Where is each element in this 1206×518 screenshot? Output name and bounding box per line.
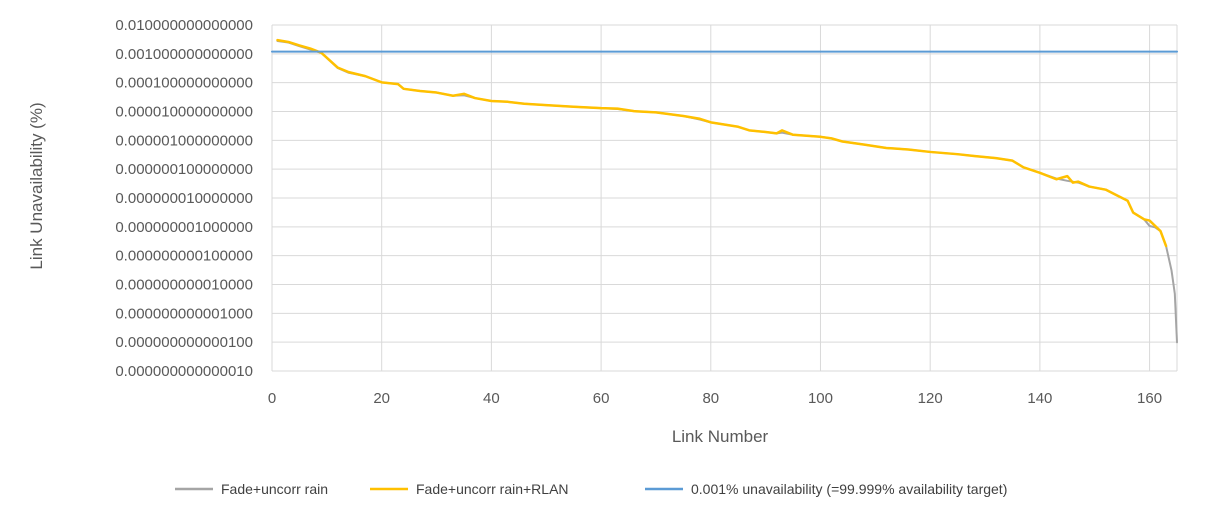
y-tick-label: 0.000000010000000 bbox=[115, 190, 253, 207]
x-tick-label: 20 bbox=[373, 390, 390, 407]
x-axis-title: Link Number bbox=[672, 427, 769, 446]
x-tick-labels: 0 20 40 60 80 100 120 140 160 bbox=[268, 390, 1162, 407]
x-tick-label: 60 bbox=[593, 390, 610, 407]
legend-label-2: Fade+uncorr rain+RLAN bbox=[416, 481, 569, 497]
x-tick-label: 40 bbox=[483, 390, 500, 407]
series-lines bbox=[271, 38, 1178, 344]
x-tick-label: 160 bbox=[1137, 390, 1162, 407]
y-tick-label: 0.000100000000000 bbox=[115, 75, 253, 92]
legend-label-1: Fade+uncorr rain bbox=[221, 481, 328, 497]
y-tick-label: 0.000000000010000 bbox=[115, 277, 253, 294]
y-tick-label: 0.000000001000000 bbox=[115, 219, 253, 236]
y-tick-label: 0.000000000001000 bbox=[115, 305, 253, 322]
legend-label-3: 0.001% unavailability (=99.999% availabi… bbox=[691, 481, 1007, 497]
series-line-1 bbox=[276, 40, 1178, 344]
x-tick-label: 80 bbox=[702, 390, 719, 407]
x-tick-label: 100 bbox=[808, 390, 833, 407]
x-tick-label: 140 bbox=[1027, 390, 1052, 407]
y-tick-label: 0.000000000100000 bbox=[115, 248, 253, 265]
y-tick-label: 0.000010000000000 bbox=[115, 104, 253, 121]
legend: Fade+uncorr rain Fade+uncorr rain+RLAN 0.0… bbox=[175, 481, 1007, 497]
y-axis-title: Link Unavailability (%) bbox=[27, 102, 46, 269]
y-tick-label: 0.000000100000000 bbox=[115, 161, 253, 178]
y-tick-label: 0.001000000000000 bbox=[115, 46, 253, 63]
y-tick-label: 0.000000000000010 bbox=[115, 363, 253, 380]
x-tick-label: 0 bbox=[268, 390, 276, 407]
y-tick-labels: 0.010000000000000 0.001000000000000 0.0001… bbox=[115, 17, 253, 380]
y-tick-label: 0.000001000000000 bbox=[115, 132, 253, 149]
y-tick-label: 0.000000000000100 bbox=[115, 334, 253, 351]
gridlines bbox=[271, 24, 1178, 372]
y-tick-label: 0.010000000000000 bbox=[115, 17, 253, 34]
x-tick-label: 120 bbox=[918, 390, 943, 407]
series-line-2 bbox=[276, 38, 1168, 248]
